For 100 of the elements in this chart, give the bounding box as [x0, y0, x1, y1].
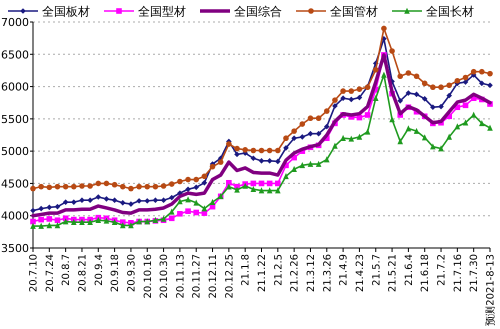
point [389, 116, 395, 122]
point [46, 222, 52, 228]
point [250, 155, 256, 162]
point [324, 156, 330, 162]
point [348, 136, 354, 142]
point [258, 187, 264, 194]
point [300, 162, 306, 168]
point [168, 194, 175, 200]
point [30, 222, 36, 229]
point [479, 80, 485, 86]
point [397, 73, 404, 80]
point [87, 183, 93, 189]
point [316, 160, 322, 167]
point [414, 73, 420, 80]
point [234, 152, 240, 158]
point [266, 180, 272, 186]
point [454, 123, 460, 130]
point [438, 104, 444, 110]
point [193, 176, 200, 182]
point [234, 146, 240, 152]
point [291, 166, 297, 172]
point [54, 184, 60, 190]
point [356, 86, 362, 92]
point [120, 222, 126, 228]
point [422, 80, 428, 86]
point [120, 184, 126, 190]
x-tick-label: 21.1.8 [240, 254, 252, 286]
point [487, 82, 493, 88]
point [95, 180, 102, 186]
point [177, 210, 183, 217]
point [54, 204, 60, 210]
point [462, 102, 468, 108]
point [266, 187, 272, 194]
x-tick-label: 21.6.18 [420, 254, 432, 292]
point [250, 180, 256, 186]
point [38, 216, 44, 222]
point [193, 200, 200, 206]
legend-label: 全国管材 [330, 4, 378, 18]
point [250, 148, 256, 154]
point [202, 174, 208, 180]
x-tick-label: 21.5.21 [388, 254, 399, 292]
point [185, 208, 191, 214]
y-tick-label: 5500 [1, 112, 29, 126]
point [38, 222, 44, 229]
point [136, 198, 142, 204]
point [62, 184, 68, 190]
legend-label: 全国综合 [234, 4, 282, 18]
point [46, 204, 52, 210]
legend-label: 全国长材 [426, 4, 474, 18]
point [291, 128, 297, 134]
point [381, 72, 387, 78]
point [234, 186, 240, 193]
point [30, 218, 36, 224]
point [446, 92, 452, 98]
x-tick-label: 20.7.24 [44, 254, 56, 292]
point [324, 108, 330, 114]
point [462, 119, 468, 126]
point [71, 184, 77, 190]
point [87, 218, 93, 225]
point [275, 187, 281, 194]
point [462, 74, 468, 80]
x-tick-label: 20.7.10 [28, 254, 40, 292]
point [389, 48, 395, 54]
point [356, 134, 362, 140]
point [479, 120, 485, 126]
x-tick-label: 20.11.27 [192, 254, 203, 299]
x-tick-label: 21.4.9 [338, 254, 350, 286]
point [438, 84, 444, 90]
point [258, 158, 264, 164]
point [308, 115, 314, 122]
point [168, 181, 175, 187]
x-tick-label: 20.11.13 [175, 254, 186, 299]
point [414, 128, 420, 134]
point [202, 180, 208, 186]
point [226, 183, 232, 190]
x-tick-label: 20.12.25 [224, 254, 236, 299]
legend-label: 全国型材 [138, 4, 186, 18]
point [112, 197, 118, 204]
point [340, 88, 346, 94]
point [104, 180, 110, 186]
y-tick-label: 6500 [1, 48, 29, 62]
x-tick-label: 20.8.21 [77, 254, 88, 292]
point [71, 199, 77, 205]
x-tick-label: 预测2021-8-13 [484, 254, 496, 326]
point [275, 158, 281, 164]
point [324, 124, 330, 130]
point [438, 145, 444, 152]
point [210, 164, 216, 170]
point [356, 94, 362, 100]
point [308, 160, 314, 167]
point [430, 84, 436, 90]
point [95, 216, 102, 224]
point [300, 134, 306, 140]
point [112, 182, 118, 188]
point [62, 199, 68, 205]
point [202, 205, 208, 212]
point [71, 218, 77, 225]
point [340, 95, 346, 101]
point [193, 210, 200, 216]
point [266, 148, 272, 154]
